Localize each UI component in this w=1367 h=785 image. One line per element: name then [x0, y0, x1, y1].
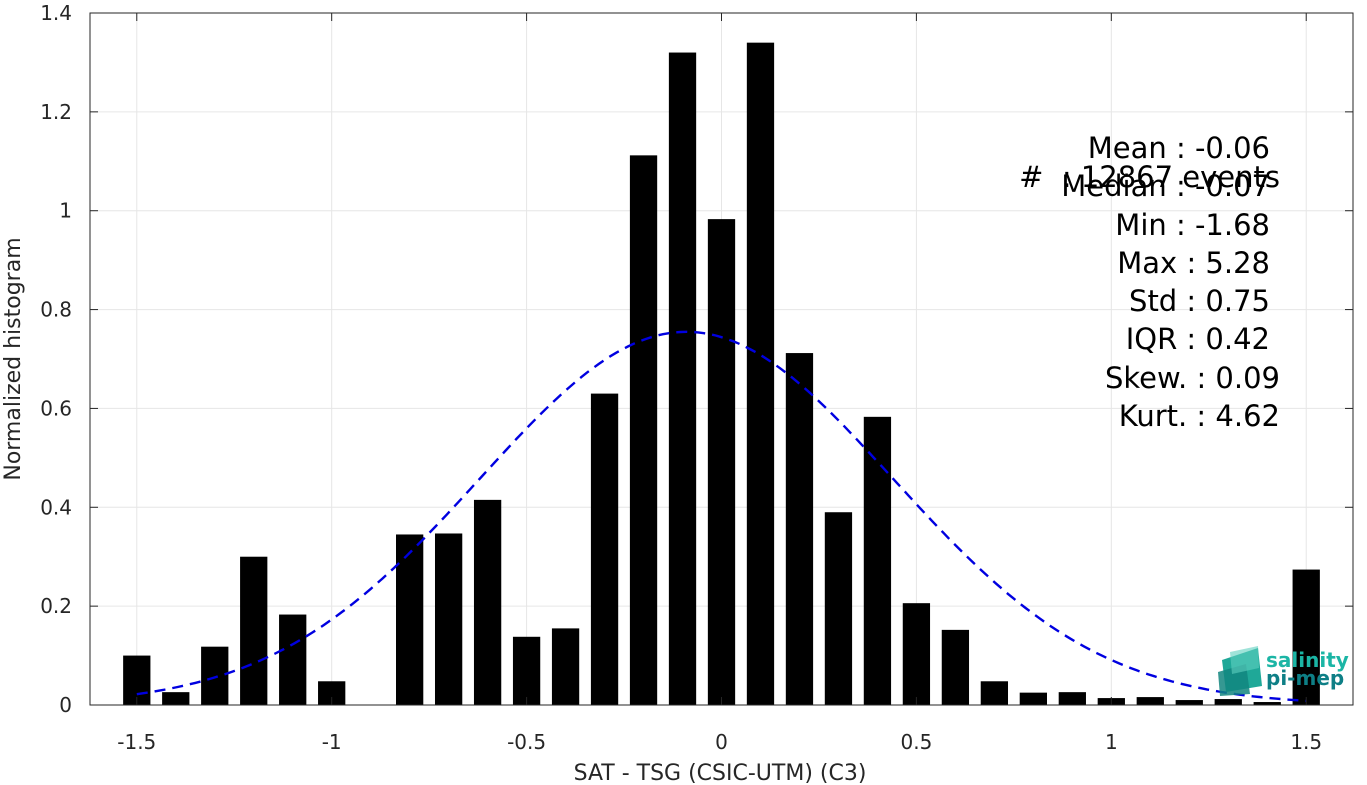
- stat-line: Min : -1.68: [1115, 207, 1270, 242]
- y-axis-label: Normalized histogram: [1, 237, 26, 480]
- histogram-bar: [941, 629, 970, 705]
- stat-line: IQR : 0.42: [1125, 322, 1270, 357]
- stat-line: Skew. : 0.09: [1104, 360, 1280, 395]
- histogram-bar: [590, 393, 619, 705]
- events-count: # : 12867 events: [1019, 160, 1280, 194]
- stat-line: Mean : -0.06: [1087, 131, 1270, 165]
- x-tick-label: 0: [715, 730, 728, 754]
- histogram-bar: [240, 556, 268, 705]
- histogram-bar: [1292, 569, 1320, 705]
- histogram-bar: [201, 646, 229, 705]
- histogram-bar: [746, 42, 775, 705]
- statistics-lines: Mean : -0.06 Median : -0.07 Min : -1.68 Max…: [960, 129, 1280, 435]
- grid-lines: [90, 12, 1353, 706]
- histogram-bar: [863, 416, 892, 705]
- y-tick-label: 0.6: [40, 396, 72, 420]
- salinity-pimep-logo-icon: [1218, 646, 1262, 696]
- y-tick-label: 1: [59, 199, 72, 223]
- histogram-bar: [123, 655, 151, 705]
- histogram-bar: [551, 628, 580, 705]
- histogram-bar: [902, 603, 931, 705]
- histogram-bar: [396, 534, 424, 705]
- histogram-bars: [123, 42, 1320, 706]
- x-tick-label: 1.5: [1290, 730, 1322, 754]
- y-axis-ticks: 0 0.2 0.4 0.6 0.8 1 1.2 1.4: [40, 1, 1353, 717]
- histogram-bar: [473, 499, 502, 705]
- y-tick-label: 0.8: [40, 298, 72, 322]
- x-tick-label: -1.5: [117, 730, 156, 754]
- histogram-bar: [1019, 692, 1047, 705]
- stat-line: Kurt. : 4.62: [1118, 399, 1280, 434]
- histogram-bar: [824, 512, 853, 705]
- x-axis-label: SAT - TSG (CSIC-UTM) (C3): [574, 761, 867, 785]
- x-tick-label: -0.5: [507, 730, 546, 754]
- x-tick-label: -1: [322, 730, 342, 754]
- histogram-bar: [318, 681, 346, 705]
- stat-line: Max : 5.28: [1117, 245, 1270, 280]
- x-tick-label: 0.5: [901, 730, 933, 754]
- y-tick-label: 0: [59, 693, 72, 717]
- y-tick-label: 0.4: [40, 495, 72, 519]
- logo-text-pi-mep: pi-mep: [1266, 666, 1345, 690]
- stat-line: Std : 0.75: [1129, 284, 1270, 319]
- histogram-bar: [1253, 702, 1281, 705]
- histogram-bar: [1175, 700, 1203, 705]
- histogram-bar: [629, 155, 658, 706]
- histogram-bar: [1136, 697, 1164, 705]
- x-tick-label: 1: [1105, 730, 1118, 754]
- y-tick-label: 1.4: [40, 1, 72, 25]
- histogram-bar: [1058, 692, 1086, 705]
- logo-text-salinity: salinity: [1266, 648, 1349, 672]
- y-tick-label: 1.2: [40, 100, 72, 124]
- y-tick-label: 0.2: [40, 594, 72, 618]
- x-axis-ticks: -1.5 -1 -0.5 0 0.5 1 1.5: [117, 13, 1322, 754]
- normal-fit-curve: [136, 330, 1307, 703]
- histogram-bar: [980, 681, 1009, 705]
- histogram-bar: [707, 219, 736, 706]
- histogram-bar: [1214, 699, 1242, 705]
- statistics-block: # : 12867 events: [960, 90, 1280, 230]
- histogram-bar: [785, 353, 814, 705]
- histogram-bar: [434, 533, 463, 705]
- histogram-bar: [162, 692, 190, 705]
- histogram-bar: [512, 636, 541, 705]
- histogram-bar: [279, 614, 307, 705]
- histogram-bar: [668, 52, 697, 706]
- stat-line: Median : -0.07: [1061, 169, 1270, 204]
